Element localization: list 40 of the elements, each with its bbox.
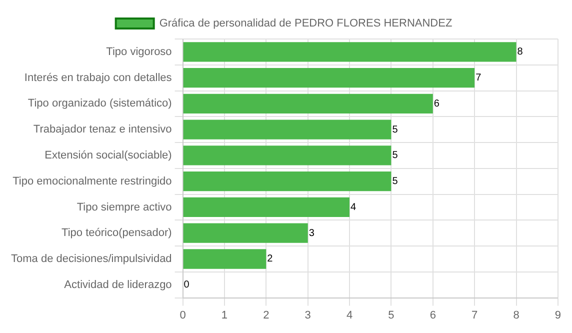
bar — [183, 94, 433, 114]
bar — [183, 197, 350, 218]
bar — [183, 146, 392, 166]
data-label: 3 — [308, 228, 315, 239]
data-label: 2 — [267, 254, 274, 265]
y-tick-label: Extensión social(sociable) — [44, 149, 172, 162]
data-label: 8 — [517, 46, 524, 58]
x-tick-label: 7 — [472, 309, 478, 322]
y-tick-label: Interés en trabajo con detalles — [24, 72, 172, 84]
data-label: 5 — [392, 124, 398, 136]
data-label: 6 — [434, 98, 440, 110]
data-label: 4 — [350, 202, 357, 213]
x-tick-label: 5 — [388, 309, 394, 322]
bar — [183, 42, 516, 62]
bar — [183, 172, 392, 192]
x-tick-label: 6 — [430, 309, 436, 322]
bar — [183, 68, 475, 88]
x-tick-label: 0 — [180, 309, 186, 322]
y-tick-label: Tipo vigoroso — [106, 46, 172, 58]
y-tick-label: Tipo siempre activo — [76, 201, 172, 214]
bar — [183, 120, 392, 140]
x-tick-label: 9 — [554, 309, 562, 322]
y-tick-label: Tipo emocionalmente restringido — [12, 175, 172, 188]
data-label: 5 — [392, 150, 398, 162]
y-tick-label: Toma de decisiones/impulsividad — [10, 253, 172, 266]
y-tick-label: Tipo teórico(pensador) — [62, 227, 172, 240]
bar — [183, 223, 308, 243]
y-tick-label: Actividad de liderazgo — [64, 278, 172, 291]
y-tick-label: Trabajador tenaz e intensivo — [33, 124, 172, 136]
data-label: 0 — [184, 280, 190, 291]
bar — [183, 249, 266, 269]
x-tick-label: 8 — [513, 309, 520, 322]
legend-label: Gráfica de personalidad de PEDRO FLORES HERNANDEZ — [159, 18, 452, 30]
x-tick-label: 4 — [346, 309, 353, 322]
data-label: 5 — [392, 176, 398, 188]
x-tick-label: 2 — [263, 309, 270, 322]
x-tick-label: 1 — [221, 309, 228, 322]
data-label: 7 — [476, 72, 482, 84]
x-tick-label: 3 — [304, 309, 311, 322]
y-tick-label: Tipo organizado (sistemático) — [28, 98, 172, 110]
